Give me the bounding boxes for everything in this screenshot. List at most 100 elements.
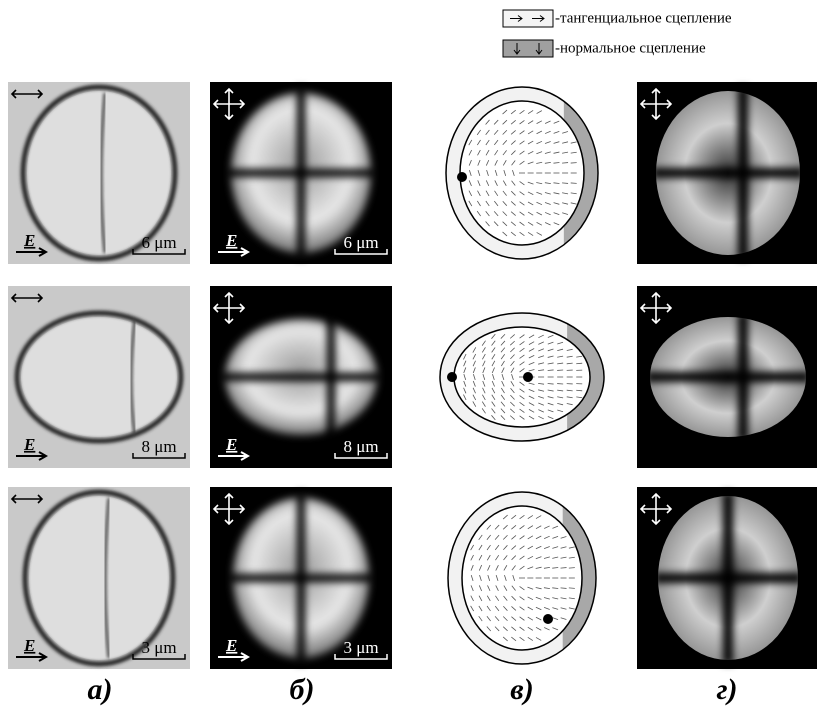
director-dash: [512, 575, 515, 581]
director-dash: [560, 607, 567, 610]
director-dash: [463, 387, 467, 394]
director-dash: [482, 394, 486, 401]
director-dash: [502, 524, 508, 530]
director-dash: [519, 388, 525, 393]
director-dash: [568, 597, 575, 600]
director-dash: [519, 334, 525, 339]
director-dash: [519, 586, 525, 591]
director-dash: [570, 192, 577, 195]
director-dash: [547, 409, 554, 413]
director-dash: [470, 564, 474, 571]
director-dash: [547, 396, 554, 399]
director-dash: [536, 232, 543, 236]
director-dash: [527, 545, 534, 550]
director-dash: [477, 170, 481, 176]
director-dash: [510, 387, 515, 394]
director-dash: [576, 355, 583, 358]
legend-arrows: [513, 43, 543, 55]
field-label: E: [23, 231, 35, 250]
director-dash: [568, 546, 575, 549]
director-dash: [491, 367, 495, 374]
droplet-interior: [29, 496, 169, 660]
director-dash: [568, 607, 575, 610]
droplet-rim: [20, 84, 178, 262]
director-dash: [493, 129, 499, 135]
director-dash: [519, 341, 525, 346]
director-dash: [553, 130, 560, 134]
director-dash: [511, 606, 517, 611]
director-dash: [510, 190, 516, 196]
column-label: а): [88, 673, 113, 706]
director-dash: [543, 607, 550, 610]
director-dash: [486, 626, 492, 632]
director-dash: [527, 525, 534, 530]
director-dash: [527, 130, 534, 135]
director-dash: [494, 616, 500, 622]
director-dash: [547, 402, 554, 406]
scale-label: 6 μm: [343, 233, 378, 252]
director-dash: [527, 191, 534, 196]
legend-label: -нормальное сцепление: [555, 40, 706, 56]
director-dash: [478, 544, 483, 551]
director-dash: [494, 180, 498, 187]
director-dash: [502, 160, 507, 166]
director-dash: [502, 200, 508, 206]
director-dash: [536, 120, 543, 125]
director-dash: [495, 575, 499, 581]
director-dash: [491, 401, 496, 407]
droplet-interior: [27, 91, 171, 255]
director-dash: [543, 556, 550, 559]
director-dash: [576, 362, 583, 365]
director-dash: [544, 202, 551, 205]
director-dash: [478, 605, 483, 612]
director-dash: [469, 170, 472, 176]
director-dash: [576, 389, 583, 392]
director-dash: [511, 525, 517, 530]
extinction-cross: [219, 313, 383, 441]
director-dash: [528, 369, 535, 372]
director-dash: [478, 615, 483, 622]
director-dash: [477, 180, 481, 187]
director-dash: [468, 180, 472, 187]
director-dash: [557, 396, 564, 399]
director-dash: [557, 362, 564, 365]
outer-boundary: [447, 491, 597, 665]
director-dash: [528, 334, 535, 339]
director-dash: [552, 556, 559, 559]
director-dash: [479, 575, 482, 581]
director-dash: [478, 595, 483, 602]
director-dash: [481, 340, 486, 346]
director-dash: [494, 524, 500, 530]
director-dash: [562, 202, 569, 205]
director-dash: [509, 415, 515, 420]
polarizer-arrow: [10, 494, 44, 504]
director-dash: [566, 403, 573, 406]
director-dash: [510, 109, 516, 115]
director-dash: [544, 130, 551, 134]
director-dash: [463, 360, 467, 367]
director-dash: [527, 606, 534, 611]
director-dash: [493, 119, 499, 125]
director-dash: [470, 575, 474, 581]
director-dash: [491, 353, 496, 360]
field-label: E: [225, 231, 237, 250]
director-dash: [544, 120, 551, 124]
defect-point: [457, 172, 467, 182]
polarizer-arrow: [651, 87, 661, 121]
director-dash: [510, 221, 516, 226]
director-dash: [544, 141, 551, 144]
polarizer-arrow: [224, 492, 234, 526]
director-dash: [538, 395, 545, 399]
legend-arrows: [510, 15, 545, 22]
director-dash: [527, 636, 534, 641]
director-dash: [527, 110, 534, 115]
director-dash: [476, 129, 481, 136]
director-dash: [502, 221, 508, 227]
director-dash: [535, 616, 542, 621]
director-dash: [562, 162, 569, 164]
director-dash: [500, 354, 506, 360]
director-dash: [519, 616, 525, 621]
director-dash: [557, 409, 564, 413]
director-dash: [519, 535, 525, 540]
director-dash: [519, 555, 525, 560]
